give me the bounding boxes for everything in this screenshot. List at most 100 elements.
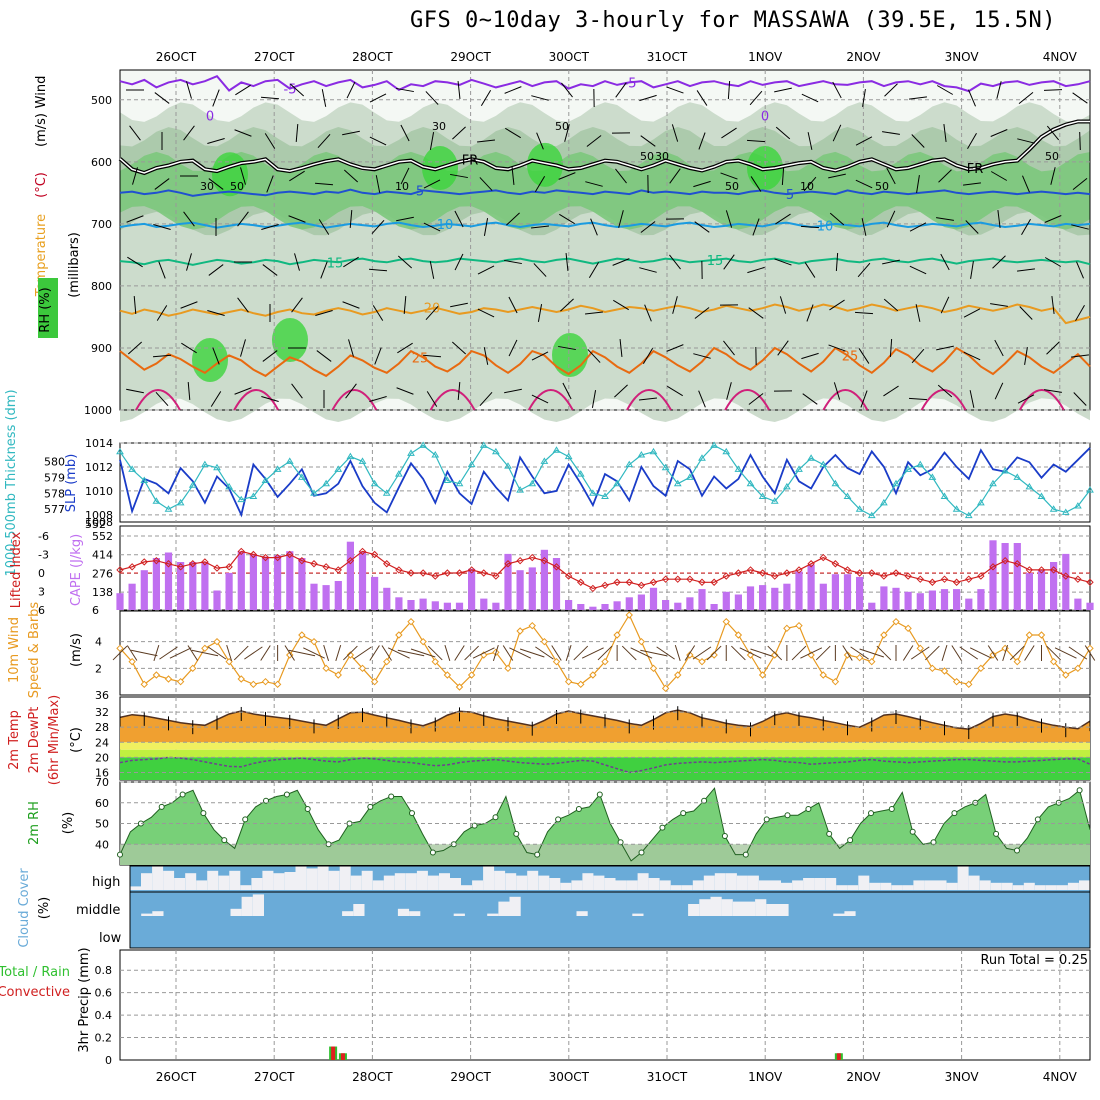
- wind10m-ytick: 2: [95, 662, 102, 675]
- li-marker: [467, 566, 476, 574]
- wind-barb: [590, 218, 598, 236]
- thickness-marker: [952, 505, 961, 512]
- upper-ytick: 900: [91, 342, 112, 355]
- cloud-high-bar: [626, 880, 638, 890]
- cloud-middle-bar: [230, 908, 242, 916]
- wind10m-barb: [951, 645, 962, 661]
- cape-ytick: 6: [92, 604, 99, 617]
- slp-line: [119, 447, 1091, 518]
- wind10m-speed-marker: [467, 671, 476, 679]
- rh2m-ytick: 40: [95, 838, 109, 851]
- li-marker: [504, 560, 512, 568]
- wind-barb: [639, 94, 657, 102]
- cloud-high-bar: [1012, 885, 1024, 890]
- thickness-marker: [552, 446, 561, 453]
- rh2m-marker: [805, 806, 812, 812]
- cape-bar: [1050, 562, 1058, 610]
- cloud-high-bar: [218, 875, 230, 890]
- thickness-marker: [370, 479, 379, 487]
- temp-ytick: 28: [95, 721, 109, 734]
- date-label-bottom: 27OCT: [254, 1070, 295, 1084]
- isotherm-30-arc: [724, 389, 771, 411]
- wind-barb: [829, 299, 845, 311]
- wind-barb: [667, 385, 683, 397]
- wind10m-speed-marker: [904, 624, 912, 633]
- cloud-high-bar: [880, 882, 892, 890]
- wind10m-speed-marker: [625, 611, 633, 619]
- wind-barb: [936, 345, 954, 351]
- li-marker: [661, 575, 670, 583]
- wind-barb: [155, 391, 169, 407]
- rh2m-line: [119, 787, 1091, 862]
- date-label-top: 30OCT: [549, 50, 590, 64]
- cloud-high-bar: [792, 880, 804, 890]
- cape-bar: [771, 587, 779, 610]
- wind-barb: [454, 210, 464, 228]
- cape-bar: [116, 593, 124, 610]
- wind-barb: [133, 295, 137, 315]
- ylabel-lifted-index: Lifted Index: [9, 531, 24, 608]
- wind10m-speed-marker: [952, 677, 961, 686]
- temp-band-yellow: [120, 742, 1090, 750]
- wind10m-barb: [369, 645, 380, 661]
- wind10m-barb: [191, 649, 219, 657]
- wind-barb: [889, 338, 893, 358]
- wind-barb: [828, 173, 846, 179]
- date-label-bottom: 3NOV: [945, 1070, 980, 1084]
- wind-barb: [1071, 354, 1089, 358]
- wind-barb: [207, 310, 225, 316]
- wind-barb: [943, 124, 947, 142]
- cloud-middle-bar: [632, 913, 644, 916]
- wind10m-barb: [492, 644, 499, 662]
- li-marker: [564, 572, 573, 580]
- wind10m-speed-marker: [1025, 631, 1034, 639]
- cloud-middle-bar: [688, 904, 700, 916]
- isotherm-10: [119, 221, 1091, 229]
- wind-barb: [561, 82, 573, 98]
- date-label-bottom: 1NOV: [748, 1070, 783, 1084]
- thickness-marker: [273, 465, 282, 472]
- rh2m-marker: [951, 810, 958, 817]
- wind10m-speed-marker: [734, 631, 743, 639]
- wind-barb: [693, 353, 711, 359]
- cape-bar: [431, 601, 439, 610]
- thickness-marker: [867, 511, 876, 519]
- li-marker: [674, 575, 682, 583]
- wind-barb: [990, 129, 1008, 137]
- li-marker: [164, 560, 173, 568]
- cape-bar: [613, 601, 621, 610]
- thickness-marker: [819, 460, 828, 468]
- wind10m-barb: [815, 645, 831, 661]
- cape-bar: [443, 602, 451, 610]
- cloud-high-bar: [196, 880, 208, 890]
- wind-barb: [1076, 261, 1084, 279]
- wind10m-barb: [876, 645, 892, 661]
- wind-barb: [1017, 268, 1035, 272]
- cape-bar: [734, 594, 742, 610]
- wind10m-barb: [353, 646, 372, 660]
- wind-barb: [752, 218, 760, 236]
- isotherm-15: [119, 257, 1091, 266]
- li-marker: [140, 558, 148, 566]
- wind-barb: [294, 253, 300, 271]
- cape-bar: [674, 602, 682, 610]
- wind-barb: [342, 301, 360, 309]
- wind-barb: [968, 89, 976, 107]
- cloud-high-bar: [836, 885, 848, 890]
- rh-contour-label: 30: [432, 120, 446, 133]
- wind-barb: [369, 93, 387, 103]
- wind10m-speed-marker: [164, 675, 173, 683]
- wind-barb: [721, 127, 737, 139]
- wind-barb: [727, 80, 731, 100]
- cloud-high-bar: [516, 875, 528, 890]
- wind-barb: [457, 80, 461, 100]
- thickness-marker: [625, 460, 634, 468]
- cape-ytick-top: 552: [85, 518, 106, 531]
- cape-bar: [1062, 553, 1070, 610]
- wind10m-speed-marker: [989, 651, 997, 659]
- wind-barb: [348, 339, 354, 357]
- temp-ytick: 20: [95, 751, 109, 764]
- wind-barb: [369, 136, 387, 146]
- precip-convective-bar: [331, 1046, 336, 1060]
- li-marker: [1001, 556, 1009, 565]
